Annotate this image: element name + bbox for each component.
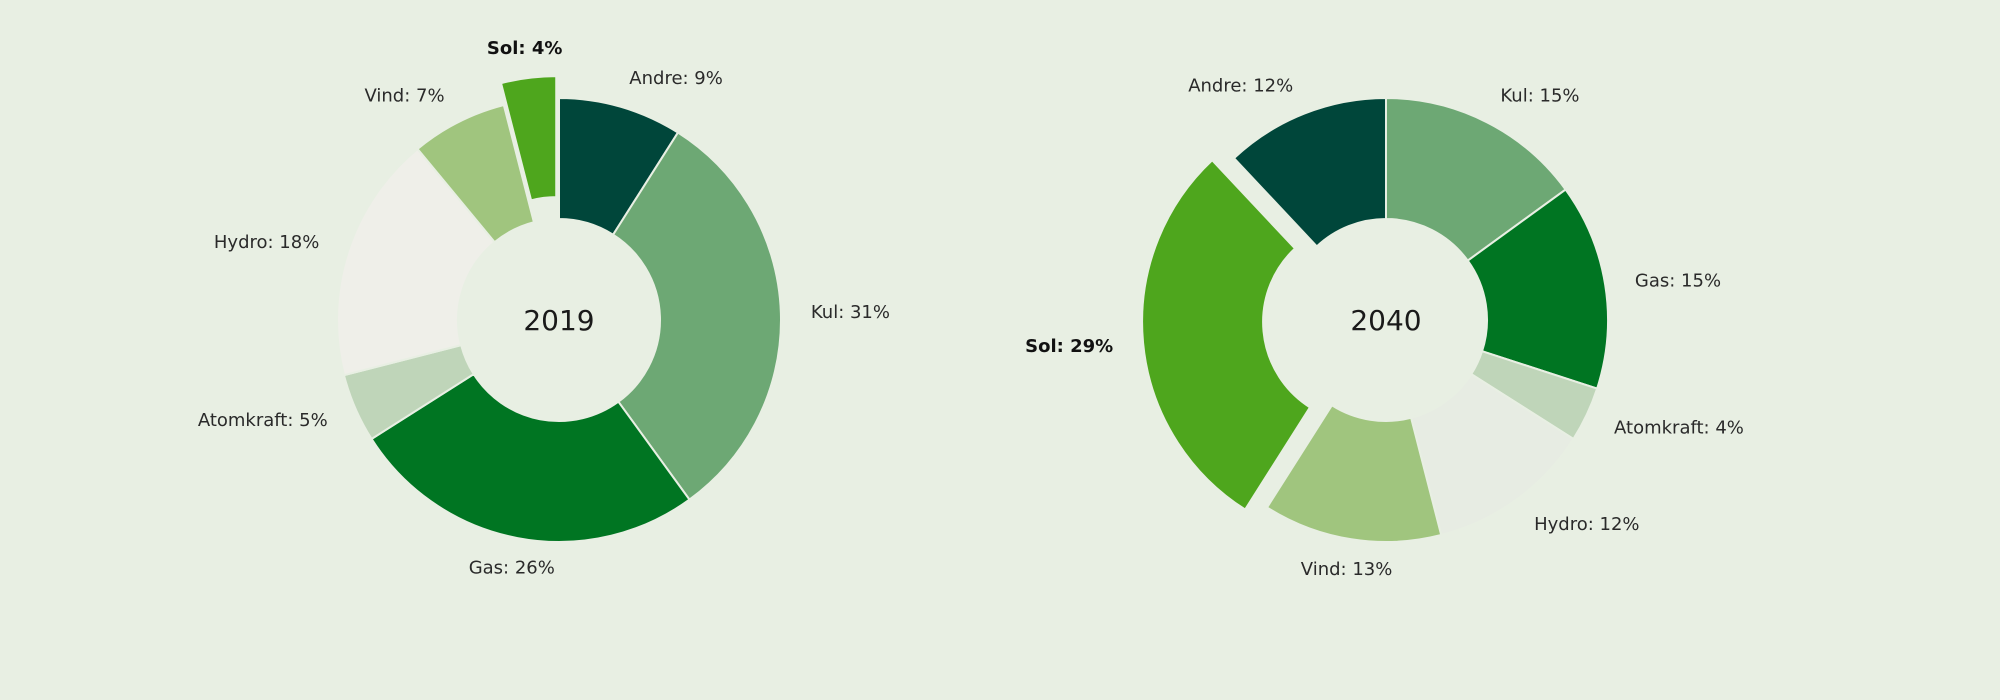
slice-kul xyxy=(611,131,782,501)
slice-label-sol: Sol: 4% xyxy=(487,38,563,59)
slice-label-vind: Vind: 13% xyxy=(1301,559,1393,580)
slice-hydro xyxy=(336,147,497,377)
center-year-label: 2040 xyxy=(1350,304,1421,337)
slice-label-gas: Gas: 15% xyxy=(1635,271,1721,292)
slice-label-andre: Andre: 12% xyxy=(1188,76,1293,97)
slice-vind xyxy=(1265,403,1443,543)
slice-label-andre: Andre: 9% xyxy=(629,68,723,89)
slice-label-atomkraft: Atomkraft: 4% xyxy=(1614,417,1744,438)
slice-label-sol: Sol: 29% xyxy=(1025,336,1113,357)
slice-sol xyxy=(499,75,558,202)
slice-label-hydro: Hydro: 18% xyxy=(214,232,319,253)
slice-label-kul: Kul: 31% xyxy=(811,302,890,323)
donut-chart-2040: Kul: 15% Gas: 15% Atomkraft: 4% Hydro: 12% V… xyxy=(1025,76,1744,580)
slice-label-vind: Vind: 7% xyxy=(364,85,444,106)
slice-gas xyxy=(370,372,691,543)
slice-label-hydro: Hydro: 12% xyxy=(1534,514,1639,535)
slice-label-gas: Gas: 26% xyxy=(469,558,555,579)
slice-label-kul: Kul: 15% xyxy=(1500,85,1579,106)
slice-vind xyxy=(416,103,536,244)
slice-label-atomkraft: Atomkraft: 5% xyxy=(198,410,328,431)
slice-kul xyxy=(1385,96,1567,263)
slice-sol xyxy=(1141,158,1312,511)
slice-andre xyxy=(1232,96,1387,248)
slice-gas xyxy=(1466,188,1609,390)
center-year-label: 2019 xyxy=(523,304,594,337)
donut-chart-2019: Andre: 9% Kul: 31% Gas: 26% Atomkraft: 5% Hy… xyxy=(198,38,890,578)
